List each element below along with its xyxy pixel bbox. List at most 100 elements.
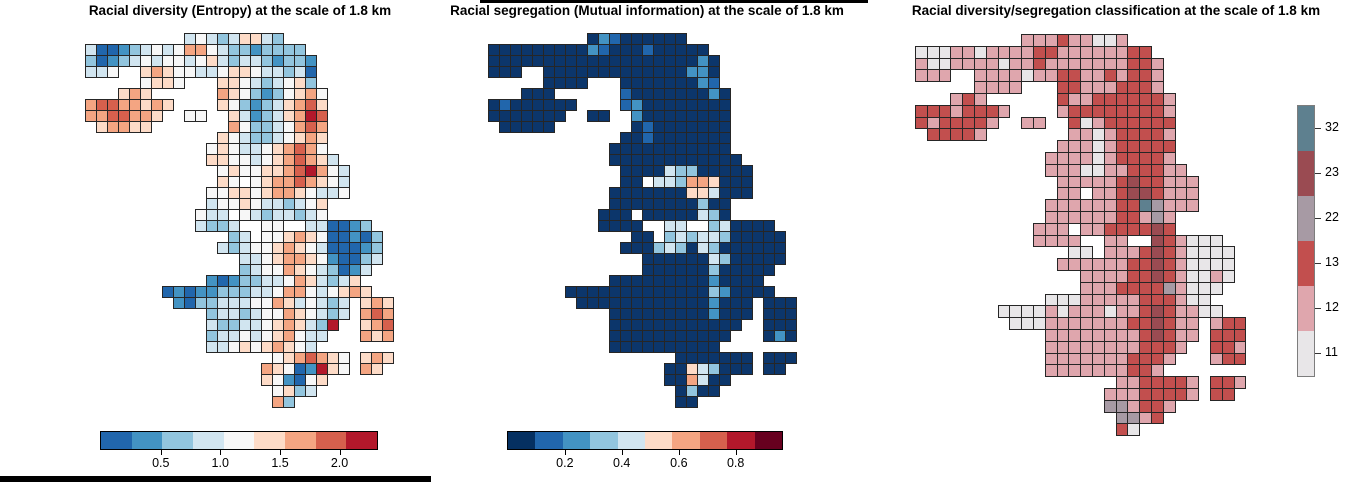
map-cell [305, 385, 317, 397]
map-cell [938, 69, 952, 83]
colorbar-tick-label: 0.4 [613, 456, 631, 470]
colorbar-tick [160, 450, 162, 455]
panel-title-segregation: Racial segregation (Mutual information) … [450, 3, 844, 18]
map-cell [1186, 329, 1200, 342]
legend-label: 12 [1325, 300, 1339, 314]
panel-title-classification: Racial diversity/segregation classificat… [911, 3, 1321, 18]
map-cell [327, 319, 339, 331]
colorbar-segment [131, 432, 163, 449]
colorbar-tick-label: 1.0 [211, 456, 229, 470]
map-cell [1162, 352, 1176, 366]
legend-label: 22 [1325, 210, 1339, 224]
colorbar-segment [617, 432, 646, 449]
map-cell [1233, 352, 1247, 366]
colorbar-segment [315, 432, 347, 449]
colorbar-tick [735, 450, 737, 455]
map-cell [741, 363, 753, 375]
map-cell [543, 121, 555, 133]
colorbar-tick-label: 0.6 [670, 456, 688, 470]
map-cell [1221, 388, 1235, 401]
legend-segment [1298, 106, 1314, 151]
map-cell [1174, 340, 1188, 354]
map-cell [382, 352, 394, 364]
colorbar-tick-label: 0.5 [152, 456, 170, 470]
map-cell [1127, 423, 1141, 437]
colorbar-tick-label: 0.8 [726, 456, 745, 470]
colorbar-segment [346, 432, 378, 449]
map-cell [1151, 411, 1164, 425]
legend-label: 13 [1325, 255, 1339, 269]
map-cell [565, 99, 577, 111]
legend-tick [1315, 218, 1321, 219]
legend-tick [1315, 128, 1321, 129]
panel-title-diversity: Racial diversity (Entropy) at the scale … [88, 3, 392, 18]
map-cell [107, 66, 119, 78]
map-cell [338, 363, 350, 375]
colorbar-tick [220, 450, 222, 455]
map-cell [719, 330, 731, 342]
map-cell [708, 385, 720, 397]
legend-segment [1298, 151, 1314, 196]
map-cell [598, 110, 610, 122]
map-cell [730, 319, 742, 331]
colorbar-segment [562, 432, 591, 449]
map-cell [1221, 270, 1235, 283]
map-cell [382, 330, 394, 342]
legend-tick [1315, 263, 1321, 264]
map-cell [1162, 399, 1176, 413]
map-cell [162, 99, 174, 111]
legend-tick [1315, 173, 1321, 174]
map-cell [371, 253, 383, 265]
colorbar-segment [162, 432, 194, 449]
map-cell [1186, 199, 1200, 212]
colorbar-segment [101, 432, 132, 449]
legend-segment [1298, 286, 1314, 331]
map-cell [283, 396, 295, 408]
map-cell [997, 104, 1011, 118]
legend-tick [1315, 308, 1321, 309]
colorbar-segment [699, 432, 728, 449]
map-cell [173, 77, 185, 89]
colorbar-segment [535, 432, 563, 449]
colorbar-segment [672, 432, 700, 449]
map-cell [763, 264, 775, 276]
colorbar-tick-label: 2.0 [330, 456, 349, 470]
figure-border-top [480, 0, 868, 3]
colorbar-segment [727, 432, 755, 449]
map-cell [316, 330, 328, 342]
map-cell [338, 308, 350, 320]
map-cell [741, 187, 753, 199]
map-cell [1233, 376, 1247, 389]
map-cell [360, 264, 372, 276]
colorbar-segment [754, 432, 783, 449]
map-cell [686, 396, 698, 408]
map-cell [974, 128, 987, 142]
map-cell [140, 121, 152, 133]
legend-label: 11 [1325, 345, 1338, 359]
map-cell [576, 77, 588, 89]
map-cell [774, 253, 786, 265]
map-cell [510, 66, 522, 78]
legend-tick [1315, 353, 1321, 354]
colorbar-segment [254, 432, 286, 449]
colorbar-tick [621, 450, 623, 455]
legend-segment [1298, 196, 1314, 241]
map-cell [785, 352, 797, 364]
map-cell [1033, 116, 1046, 130]
map-cell [1186, 388, 1200, 401]
legend-label: 23 [1325, 165, 1339, 179]
map-cell [371, 363, 383, 375]
classification-legend: 32 23 22 13 12 11 [1297, 105, 1339, 377]
colorbar-segment [223, 432, 255, 449]
diversity-colorbar: 0.5 1.0 1.5 2.0 [100, 431, 378, 470]
colorbar-segment [285, 432, 316, 449]
map-cell [151, 110, 163, 122]
map-cell [554, 110, 566, 122]
segregation-colorbar: 0.2 0.4 0.6 0.8 [507, 431, 783, 470]
colorbar-tick [678, 450, 680, 455]
colorbar-segment [590, 432, 618, 449]
colorbar-tick [280, 450, 282, 455]
colorbar-segment [193, 432, 224, 449]
map-cell [774, 363, 786, 375]
colorbar-tick-label: 0.2 [556, 456, 574, 470]
